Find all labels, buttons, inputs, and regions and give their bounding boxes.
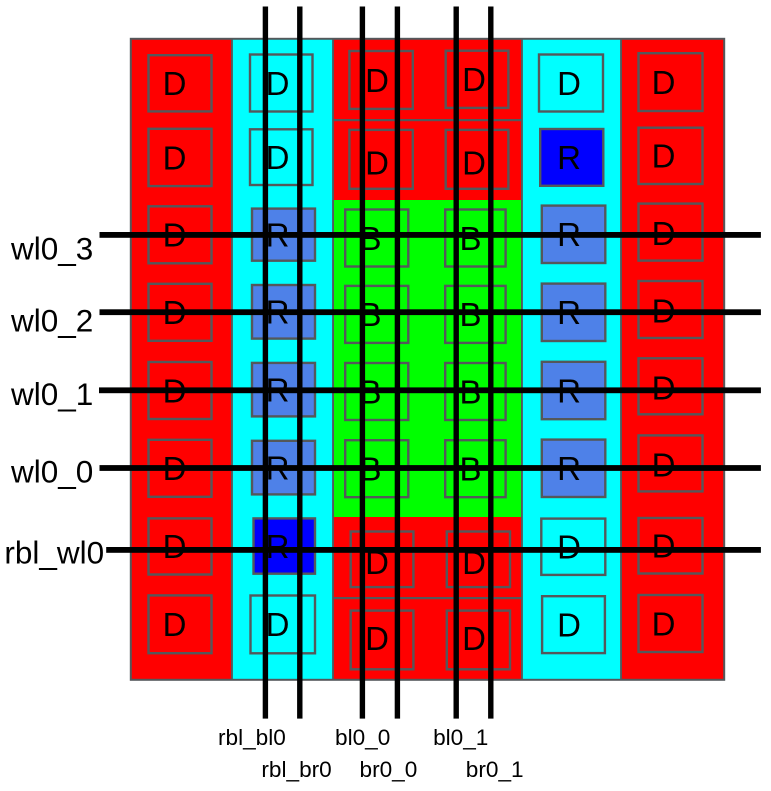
svg-text:D: D: [163, 606, 187, 643]
svg-text:bl0_0: bl0_0: [335, 725, 390, 750]
svg-text:D: D: [163, 65, 187, 102]
svg-text:wl0_0: wl0_0: [10, 454, 93, 490]
svg-text:R: R: [557, 139, 581, 176]
svg-text:D: D: [462, 544, 486, 581]
svg-text:D: D: [652, 64, 676, 101]
svg-text:wl0_3: wl0_3: [10, 231, 93, 267]
svg-text:bl0_1: bl0_1: [433, 725, 488, 750]
svg-text:R: R: [266, 528, 290, 565]
svg-text:D: D: [652, 446, 676, 483]
svg-text:D: D: [462, 61, 486, 98]
svg-text:wl0_2: wl0_2: [10, 302, 93, 338]
svg-text:rbl_wl0: rbl_wl0: [4, 535, 104, 571]
svg-text:D: D: [163, 139, 187, 176]
svg-text:D: D: [462, 144, 486, 181]
svg-text:D: D: [557, 65, 581, 102]
svg-text:D: D: [557, 607, 581, 644]
svg-text:D: D: [652, 528, 676, 565]
svg-text:D: D: [266, 139, 290, 176]
svg-text:B: B: [459, 220, 481, 257]
svg-text:D: D: [365, 544, 389, 581]
svg-text:wl0_1: wl0_1: [10, 376, 93, 412]
svg-text:rbl_br0: rbl_br0: [261, 757, 331, 782]
svg-text:br0_1: br0_1: [466, 757, 524, 782]
svg-text:D: D: [462, 620, 486, 657]
svg-text:D: D: [365, 144, 389, 181]
svg-text:rbl_bl0: rbl_bl0: [218, 725, 286, 750]
svg-text:D: D: [365, 62, 389, 99]
svg-text:D: D: [266, 65, 290, 102]
svg-text:br0_0: br0_0: [360, 757, 418, 782]
svg-text:D: D: [652, 138, 676, 175]
svg-text:D: D: [163, 528, 187, 565]
svg-text:D: D: [365, 620, 389, 657]
svg-text:D: D: [266, 606, 290, 643]
svg-text:D: D: [652, 605, 676, 642]
